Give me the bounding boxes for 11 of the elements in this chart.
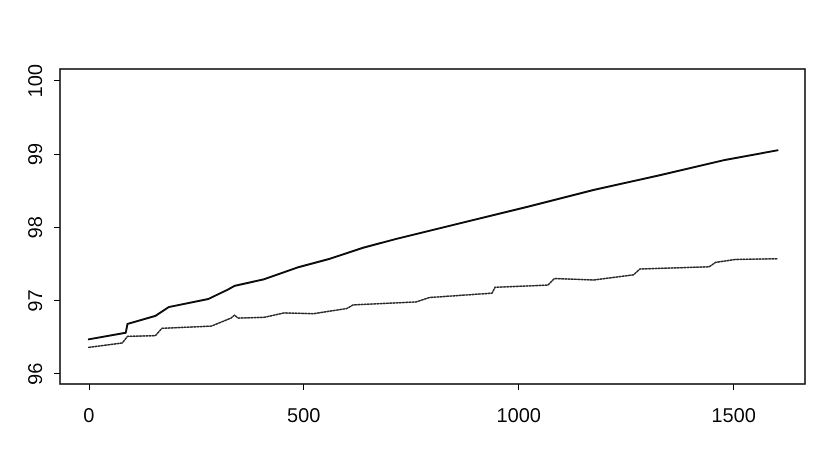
x-tick-label: 500 (287, 405, 320, 427)
y-tick-label: 96 (25, 362, 47, 385)
y-tick-label: 98 (25, 216, 47, 238)
line-series (88, 258, 778, 348)
y-tick-label: 97 (25, 289, 47, 312)
x-tick-label: 0 (83, 405, 94, 427)
x-tick-label: 1000 (496, 405, 541, 427)
y-tick-label: 100 (25, 64, 47, 98)
x-tick-label: 1500 (711, 405, 756, 427)
line-series (88, 149, 778, 340)
y-tick-label: 99 (25, 142, 47, 166)
